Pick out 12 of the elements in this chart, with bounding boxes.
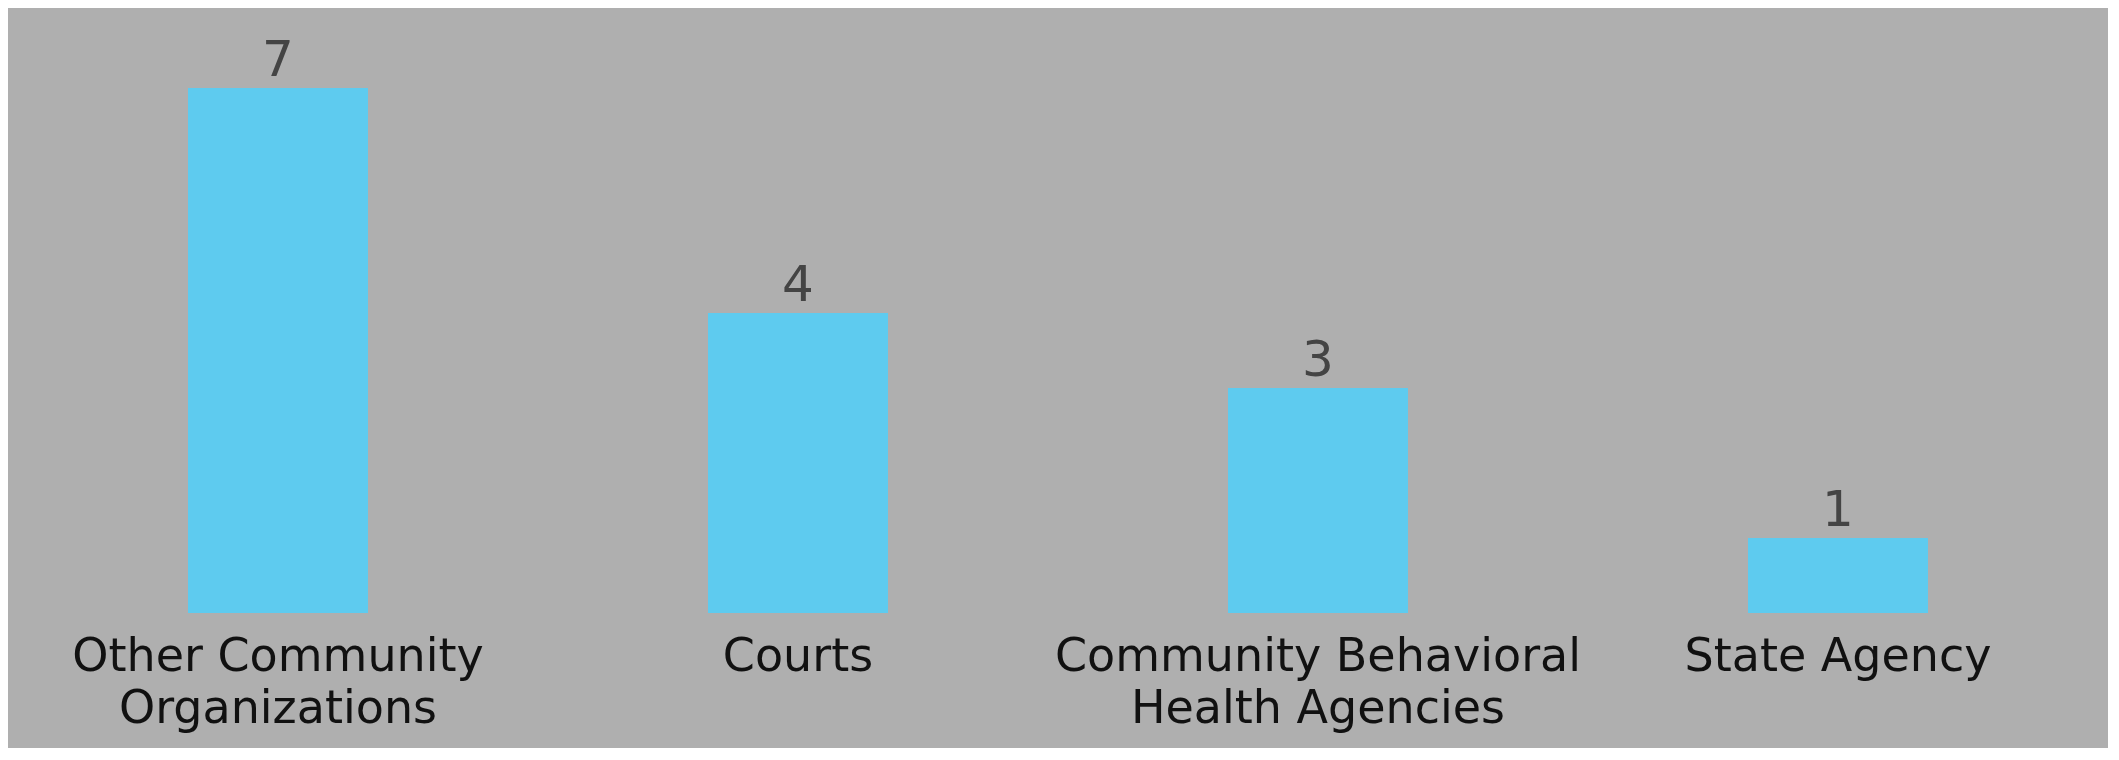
x-tick-label: Courts <box>722 628 874 682</box>
x-tick-label: Other Community Organizations <box>72 628 484 734</box>
bar <box>1228 388 1408 613</box>
data-label: 1 <box>1822 480 1854 538</box>
bar <box>708 313 888 613</box>
bar <box>1748 538 1928 613</box>
data-label: 4 <box>782 255 814 313</box>
x-tick-label: State Agency <box>1684 628 1992 682</box>
data-label: 3 <box>1302 330 1334 388</box>
data-label: 7 <box>262 30 294 88</box>
x-tick-label: Community Behavioral Health Agencies <box>1054 628 1582 734</box>
bar <box>188 88 368 613</box>
